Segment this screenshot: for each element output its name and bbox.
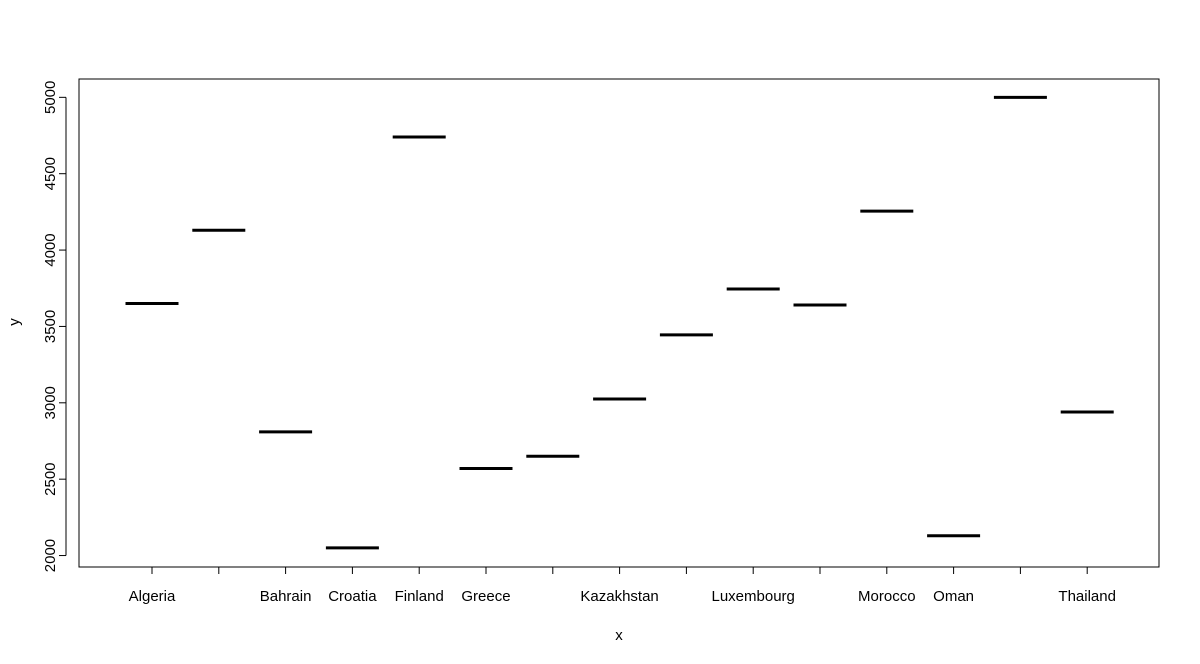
x-axis: Algeria Bahrain Croatia Finland Greece Kazakh… bbox=[129, 567, 1116, 605]
y-axis-title: y bbox=[6, 318, 23, 326]
x-tick-label: Croatia bbox=[328, 588, 377, 605]
y-tick-label: 3000 bbox=[42, 386, 59, 419]
x-tick-label: Greece bbox=[461, 588, 510, 605]
x-axis-title: x bbox=[615, 627, 623, 644]
x-tick-label: Kazakhstan bbox=[580, 588, 658, 605]
y-tick-label: 2500 bbox=[42, 462, 59, 495]
y-tick-label: 3500 bbox=[42, 310, 59, 343]
x-tick-label: Luxembourg bbox=[712, 588, 795, 605]
x-tick-label: Oman bbox=[933, 588, 974, 605]
x-tick-label: Algeria bbox=[129, 588, 176, 605]
y-axis: 2000 2500 3000 3500 4000 4500 5000 bbox=[42, 81, 67, 572]
y-tick-label: 4000 bbox=[42, 233, 59, 266]
median-lines bbox=[125, 95, 1114, 550]
x-tick-label: Morocco bbox=[858, 588, 916, 605]
y-tick-label: 5000 bbox=[42, 81, 59, 114]
y-tick-label: 4500 bbox=[42, 157, 59, 190]
plot-frame bbox=[78, 78, 1160, 568]
y-tick-label: 2000 bbox=[42, 539, 59, 572]
x-tick-label: Bahrain bbox=[260, 588, 312, 605]
x-tick-label: Thailand bbox=[1058, 588, 1116, 605]
x-tick-label: Finland bbox=[395, 588, 444, 605]
